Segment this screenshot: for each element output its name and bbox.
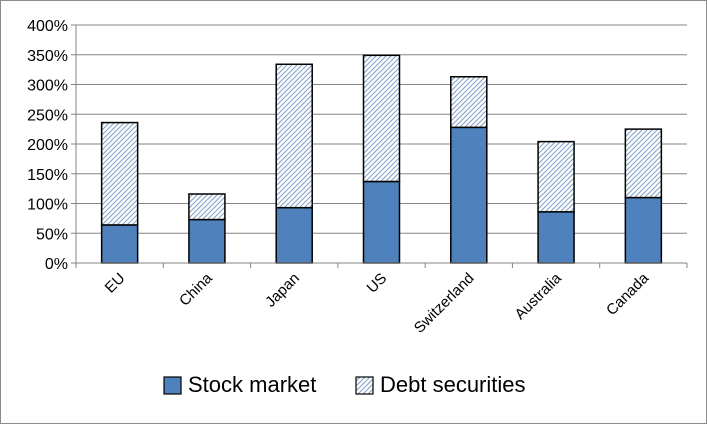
bar-stock-market-japan [275, 206, 313, 264]
bar-stock-market-china [188, 218, 226, 264]
y-tick-label: 200% [27, 137, 68, 154]
bar-debt-securities-japan [275, 63, 313, 209]
y-tick-label: 50% [36, 226, 68, 243]
bar-stock-market-switzerland [450, 126, 488, 264]
bar-stock-market-canada [624, 196, 663, 264]
legend-label: Debt securities [380, 372, 526, 397]
y-tick-label: 250% [27, 107, 68, 124]
axes [71, 24, 688, 268]
bar-debt-securities-china [188, 193, 226, 221]
legend-swatch-stock-market [163, 376, 182, 395]
x-axis-tick-labels: EU China Japan US Switzerland Australia Canada [102, 269, 653, 336]
x-tick-label: Japan [262, 270, 303, 311]
bar-debt-securities-australia [537, 140, 575, 213]
bar-debt-securities-us [362, 54, 401, 183]
bar-debt-securities-eu [100, 121, 139, 226]
y-tick-label: 300% [27, 78, 68, 95]
y-tick-label: 400% [27, 18, 68, 35]
legend-swatch-debt-securities [355, 376, 374, 395]
bar-stock-market-australia [537, 211, 575, 264]
legend-label: Stock market [188, 372, 316, 397]
legend: Stock market Debt securities [163, 372, 526, 397]
x-tick-label: Australia [512, 269, 566, 323]
bar-stock-market-us [362, 180, 401, 264]
x-tick-label: Canada [603, 269, 653, 319]
bar-stock-market-eu [100, 224, 139, 264]
x-tick-label: EU [102, 270, 129, 297]
bar-debt-securities-canada [624, 128, 663, 199]
y-axis-tick-labels: 0% 50% 100% 150% 200% 250% 300% 350% 400% [27, 18, 68, 273]
x-tick-label: US [364, 270, 391, 297]
y-tick-label: 0% [45, 256, 68, 273]
bar-debt-securities-switzerland [450, 76, 488, 129]
y-tick-label: 150% [27, 167, 68, 184]
x-tick-label: Switzerland [411, 270, 478, 337]
x-tick-label: China [176, 269, 216, 309]
y-tick-label: 350% [27, 48, 68, 65]
bars [100, 54, 663, 264]
y-tick-label: 100% [27, 197, 68, 214]
